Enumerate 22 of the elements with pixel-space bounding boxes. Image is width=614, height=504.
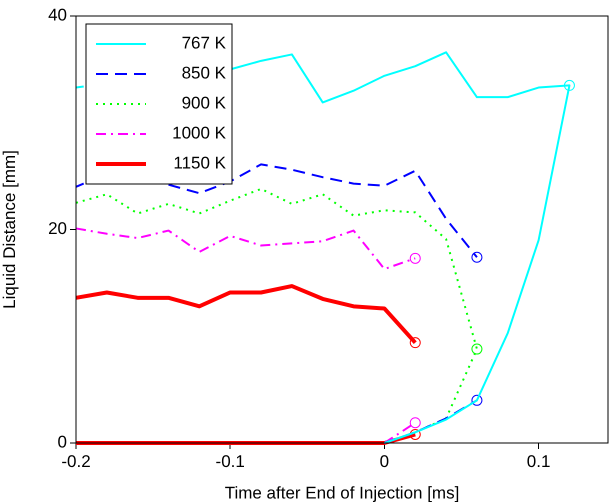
legend-label: 850 K xyxy=(182,64,227,83)
y-tick-label: 40 xyxy=(48,6,67,25)
x-tick-label: -0.1 xyxy=(216,452,245,471)
point xyxy=(471,394,482,406)
y-tick-label: 20 xyxy=(48,219,67,238)
legend-label: 767 K xyxy=(182,34,227,53)
legend-label: 1150 K xyxy=(173,154,227,173)
x-tick-label: 0.1 xyxy=(526,452,550,471)
x-axis-title: Time after End of Injection [ms] xyxy=(224,483,460,502)
point xyxy=(471,252,482,263)
y-tick-label: 0 xyxy=(58,432,67,452)
point xyxy=(410,252,421,264)
point xyxy=(410,417,421,428)
y-axis-title: Liquid Distance [mm] xyxy=(0,150,19,309)
point xyxy=(410,428,421,440)
point xyxy=(564,80,575,91)
x-tick-label: 0 xyxy=(380,452,390,471)
legend-label: 1000 K xyxy=(172,124,227,143)
x-tick-label: -0.2 xyxy=(61,452,91,471)
point xyxy=(471,344,482,355)
legend-label: 900 K xyxy=(182,94,227,113)
point xyxy=(410,337,421,348)
